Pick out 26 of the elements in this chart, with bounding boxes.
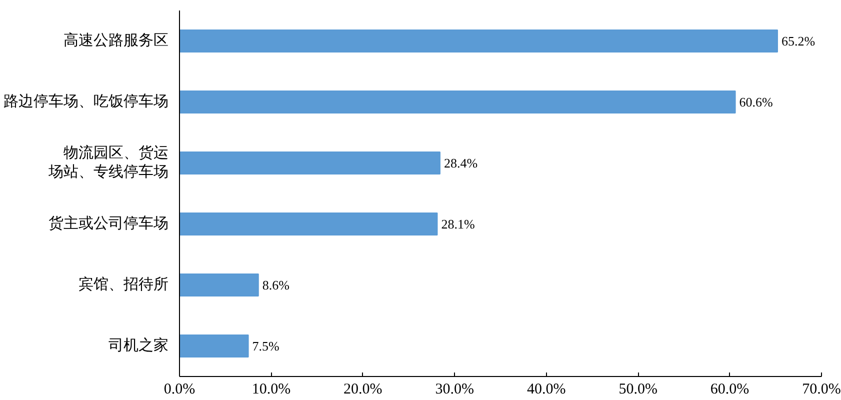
bar	[180, 90, 736, 114]
data-label: 7.5%	[252, 338, 280, 354]
y-tick-label: 高速公路服务区	[64, 32, 168, 49]
x-tick-label: 70.0%	[802, 382, 841, 398]
y-tick-label: 物流园区、货运场站、专线停车场	[48, 144, 168, 181]
x-tick-label: 30.0%	[435, 382, 474, 398]
bar	[180, 152, 440, 174]
y-tick-label: 路边停车场、吃饭停车场	[4, 93, 168, 110]
data-label: 60.6%	[739, 94, 774, 110]
x-tick-label: 10.0%	[252, 382, 291, 398]
x-tick-label: 40.0%	[526, 382, 566, 398]
data-label: 28.1%	[441, 216, 475, 232]
x-tick-label: 50.0%	[618, 382, 658, 398]
bar	[180, 30, 778, 52]
bar	[180, 334, 249, 358]
bar	[180, 212, 438, 236]
data-label: 28.4%	[444, 156, 478, 170]
x-tick-label: 60.0%	[710, 382, 750, 398]
y-tick-label: 司机之家	[108, 337, 168, 354]
data-label: 65.2%	[781, 34, 816, 48]
x-tick-label: 0.0%	[164, 382, 196, 398]
y-tick-label: 宾馆、招待所	[78, 276, 168, 293]
y-tick-label: 货主或公司停车场	[48, 215, 168, 232]
bar	[180, 274, 259, 296]
x-tick-label: 20.0%	[344, 382, 382, 398]
data-label: 8.6%	[262, 278, 290, 292]
